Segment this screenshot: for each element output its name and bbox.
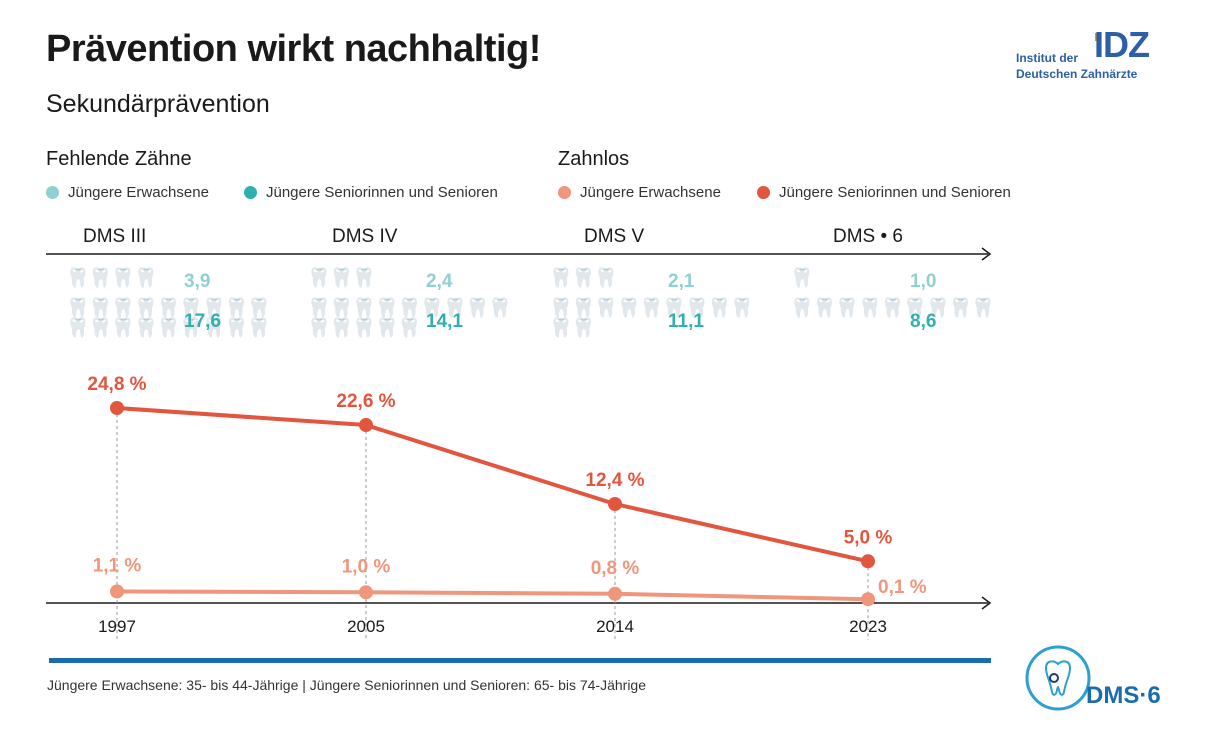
data-point <box>110 401 124 415</box>
data-point <box>359 585 373 600</box>
study-label: DMS III <box>83 226 147 247</box>
missing-teeth-young-value: 3,9 <box>184 271 211 292</box>
series-line-seniors <box>116 406 869 564</box>
page-subtitle: Sekundärprävention <box>46 90 270 118</box>
logo-line2: Deutschen Zahnärzte <box>1016 67 1138 81</box>
legend-teal: Jüngere Seniorinnen und Senioren <box>244 184 498 201</box>
legend-label: Jüngere Seniorinnen und Senioren <box>266 184 498 201</box>
logo-line1: Institut der <box>1016 51 1078 65</box>
footer-rule <box>49 658 991 663</box>
tooth-icons-senior-2005: 🦷🦷🦷🦷🦷🦷🦷🦷🦷 🦷🦷🦷🦷🦷 <box>307 297 512 339</box>
tooth-icons-senior-2023: 🦷🦷🦷🦷🦷🦷🦷🦷🦷 <box>790 297 995 319</box>
legend-salmon: Jüngere Erwachsene <box>558 184 721 201</box>
data-label-seniors: 5,0 % <box>844 527 893 548</box>
data-label-young-adults: 0,8 % <box>591 558 640 579</box>
data-label-seniors: 24,8 % <box>87 374 146 395</box>
data-point <box>359 418 373 433</box>
x-tick-label: 2023 <box>849 617 887 636</box>
tooth-icons-young-2005: 🦷🦷🦷 <box>307 267 376 289</box>
missing-teeth-young-value: 2,1 <box>668 271 695 292</box>
missing-teeth-senior-value: 14,1 <box>426 311 463 332</box>
legend-red: Jüngere Seniorinnen und Senioren <box>757 184 1011 201</box>
tooth-circle-icon <box>1025 645 1091 711</box>
study-label: DMS V <box>584 226 645 247</box>
data-point <box>861 554 875 569</box>
legend-label: Jüngere Seniorinnen und Senioren <box>779 184 1011 201</box>
data-point <box>110 584 124 599</box>
logo-mark: IDZ <box>1094 24 1150 65</box>
data-label-seniors: 12,4 % <box>585 470 644 491</box>
data-point <box>861 592 875 607</box>
data-point <box>608 497 622 511</box>
legend-dot-icon <box>46 186 59 199</box>
legend-dot-icon <box>558 186 571 199</box>
footer-note: Jüngere Erwachsene: 35- bis 44-Jährige |… <box>47 677 647 693</box>
tooth-icons-young-1997: 🦷🦷🦷🦷 <box>66 267 158 289</box>
data-label-seniors: 22,6 % <box>336 391 395 412</box>
tooth-icons-senior-1997: 🦷🦷🦷🦷🦷🦷🦷🦷🦷 🦷🦷🦷🦷🦷🦷🦷🦷🦷 <box>66 297 271 339</box>
missing-teeth-senior-value: 11,1 <box>668 311 704 332</box>
legend-label: Jüngere Erwachsene <box>580 184 721 201</box>
study-label: DMS IV <box>332 226 398 247</box>
missing-teeth-senior-value: 8,6 <box>910 311 937 332</box>
data-label-young-adults: 0,1 % <box>878 577 927 598</box>
legend-label: Jüngere Erwachsene <box>68 184 209 201</box>
tooth-icons-young-2023: 🦷 <box>790 267 814 289</box>
logo-orange-mark-icon <box>1095 33 1100 41</box>
series-line-young-adults <box>116 589 869 602</box>
idz-logo: Institut der Deutschen Zahnärzte IDZ <box>1016 24 1166 86</box>
dms6-badge: DMS·6 <box>1024 644 1164 714</box>
left-section-title: Fehlende Zähne <box>46 148 192 170</box>
tooth-icons-senior-2014: 🦷🦷🦷🦷🦷🦷🦷🦷🦷 🦷🦷 <box>549 297 754 339</box>
missing-teeth-young-value: 2,4 <box>426 271 453 292</box>
tooth-icons-young-2014: 🦷🦷🦷 <box>549 267 618 289</box>
x-axis-arrow-icon <box>981 596 992 610</box>
study-label: DMS • 6 <box>833 226 903 247</box>
missing-teeth-senior-value: 17,6 <box>184 311 221 332</box>
x-tick-label: 1997 <box>98 617 136 636</box>
x-tick-label: 2005 <box>347 617 385 636</box>
data-label-young-adults: 1,0 % <box>342 556 391 577</box>
legend-teal-light: Jüngere Erwachsene <box>46 184 209 201</box>
badge-text: DMS·6 <box>1086 682 1161 709</box>
legend-dot-icon <box>757 186 770 199</box>
data-point <box>608 586 622 601</box>
x-tick-label: 2014 <box>596 617 634 636</box>
page-title: Prävention wirkt nachhaltig! <box>46 28 541 70</box>
legend-dot-icon <box>244 186 257 199</box>
right-section-title: Zahnlos <box>558 148 630 170</box>
timeline-arrow-icon <box>981 247 992 261</box>
data-label-young-adults: 1,1 % <box>93 555 142 576</box>
missing-teeth-young-value: 1,0 <box>910 271 937 292</box>
